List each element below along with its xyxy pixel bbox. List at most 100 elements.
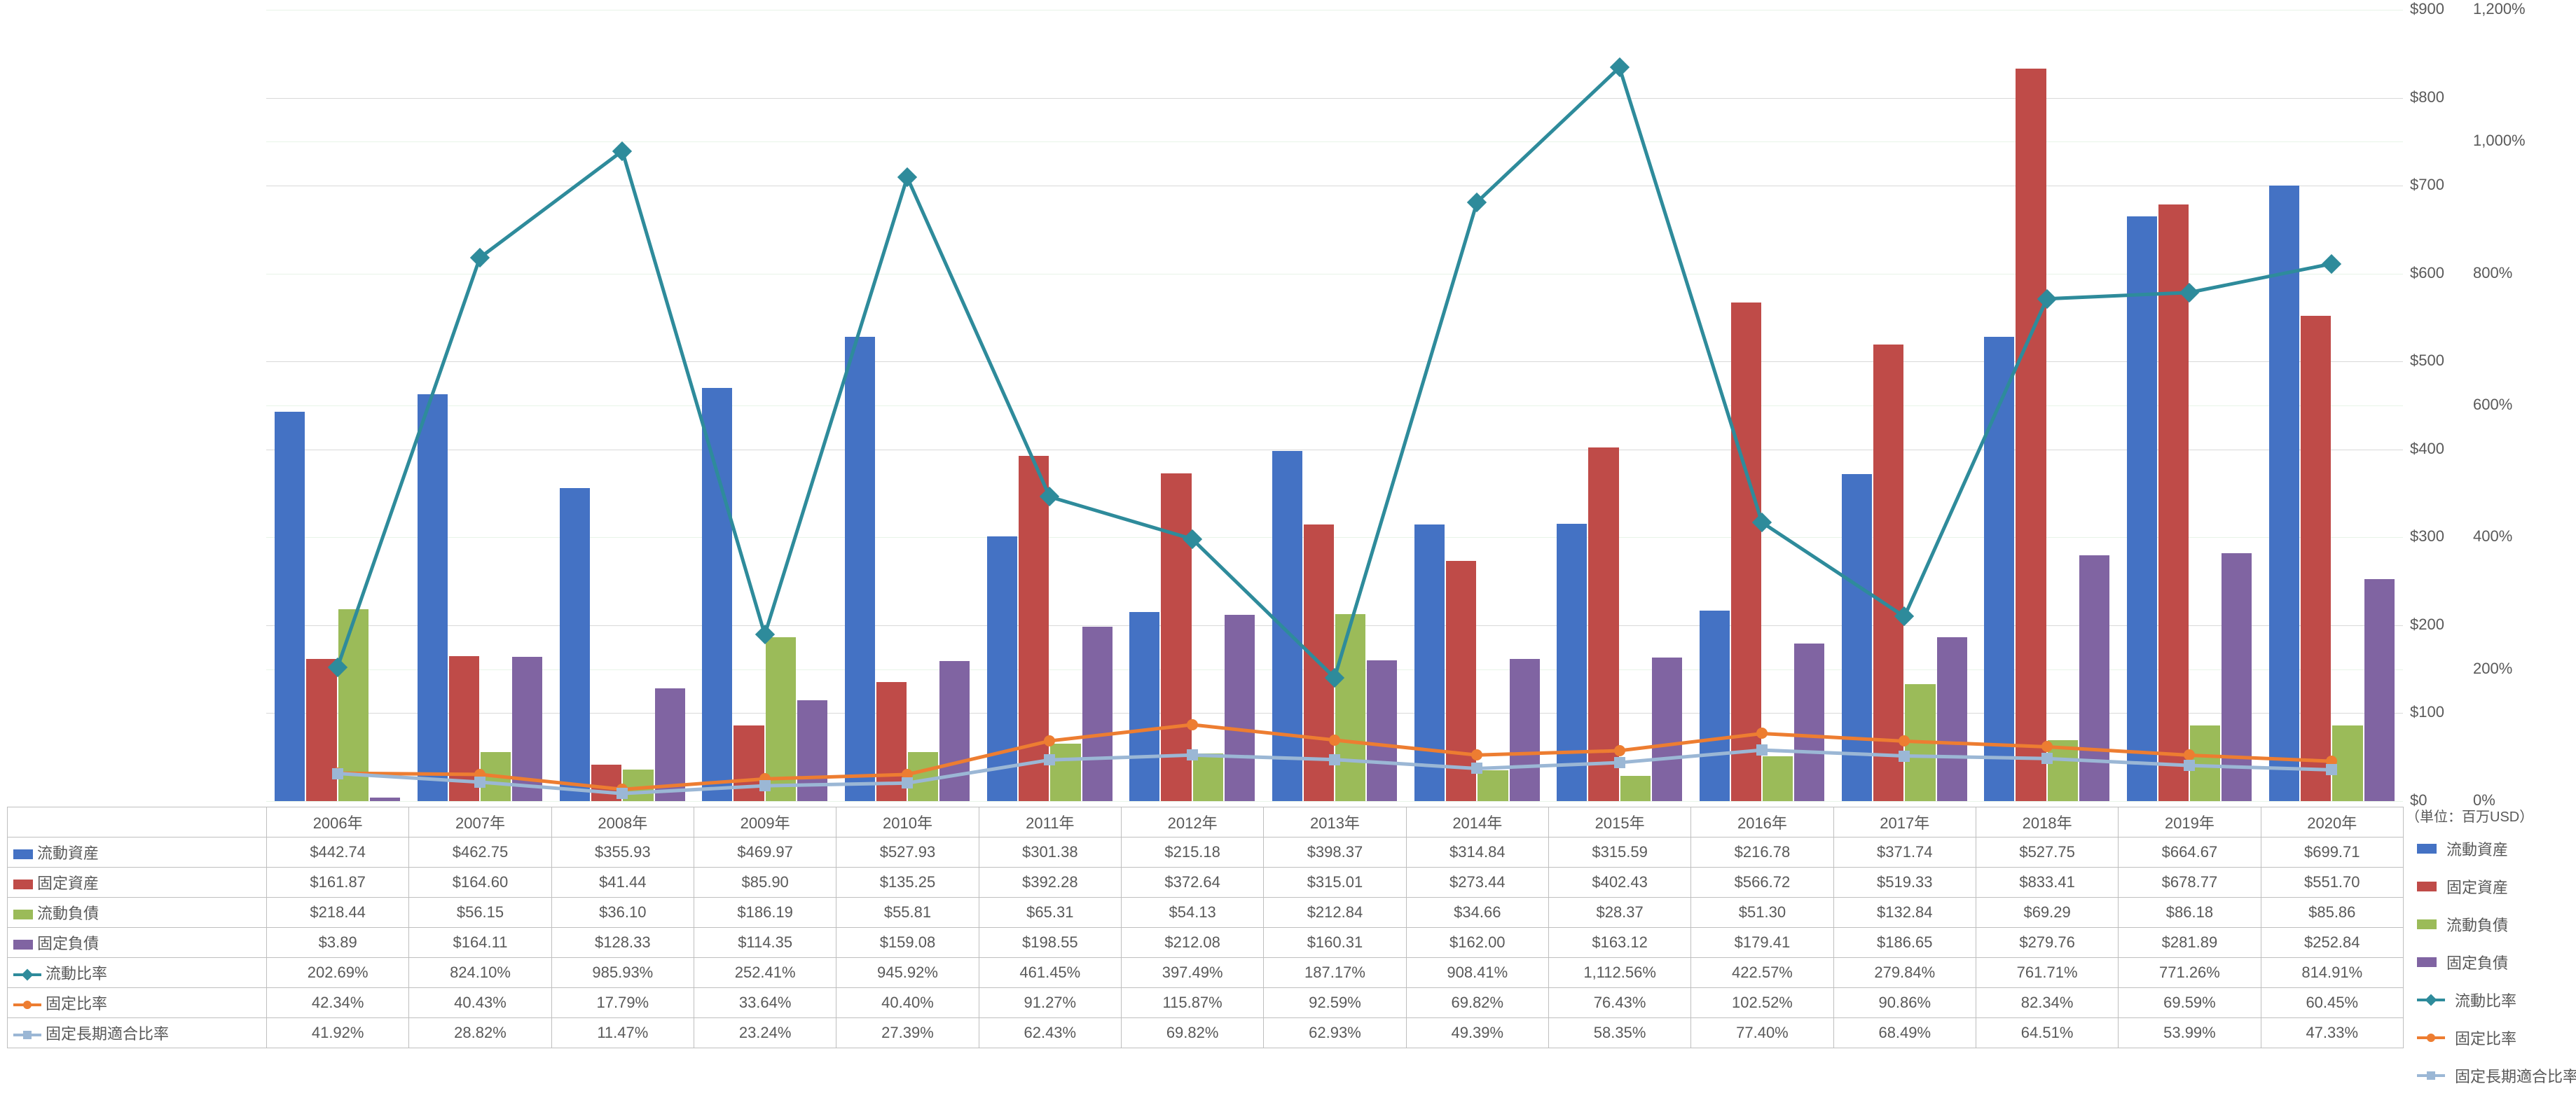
legend-item-current_assets: 流動資産 xyxy=(2417,833,2576,864)
legend-item-fixed_long_ratio: 固定長期適合比率 xyxy=(2417,1060,2576,1091)
cell: $212.08 xyxy=(1121,928,1263,958)
marker-fixed_long_ratio xyxy=(1187,749,1198,760)
marker-fixed_ratio xyxy=(1899,735,1910,746)
cell: $273.44 xyxy=(1406,868,1548,898)
cell: 202.69% xyxy=(267,958,409,988)
cell: 41.92% xyxy=(267,1018,409,1048)
cell: 461.45% xyxy=(979,958,1121,988)
cell: 90.86% xyxy=(1833,988,1976,1018)
cell: $216.78 xyxy=(1691,838,1833,868)
marker-fixed_long_ratio xyxy=(2041,753,2053,764)
cell: 91.27% xyxy=(979,988,1121,1018)
cell: $252.84 xyxy=(2261,928,2403,958)
row-header-label: 流動負債 xyxy=(37,905,99,922)
cell: $86.18 xyxy=(2119,898,2261,928)
marker-fixed_ratio xyxy=(1187,719,1198,730)
legend-label: 流動資産 xyxy=(2446,838,2508,860)
cell: $699.71 xyxy=(2261,838,2403,868)
cell: $56.15 xyxy=(409,898,551,928)
cell: 824.10% xyxy=(409,958,551,988)
cell: $179.41 xyxy=(1691,928,1833,958)
cell: 23.24% xyxy=(694,1018,836,1048)
cell: 908.41% xyxy=(1406,958,1548,988)
marker-fixed_long_ratio xyxy=(2184,760,2195,771)
table-col-header: 2007年 xyxy=(409,807,551,838)
cell: 82.34% xyxy=(1976,988,2118,1018)
marker-fixed_long_ratio xyxy=(332,768,343,779)
secondary-axis-tick-label: 200% xyxy=(2473,660,2512,678)
cell: $469.97 xyxy=(694,838,836,868)
cell: $163.12 xyxy=(1548,928,1690,958)
cell: 62.43% xyxy=(979,1018,1121,1048)
table-row: 固定負債$3.89$164.11$128.33$114.35$159.08$19… xyxy=(8,928,2404,958)
secondary-axis-tick-label: 600% xyxy=(2473,396,2512,414)
cell: $519.33 xyxy=(1833,868,1976,898)
table-col-header: 2008年 xyxy=(551,807,694,838)
marker-fixed_long_ratio xyxy=(1614,757,1625,768)
marker-fixed_long_ratio xyxy=(1329,754,1340,765)
primary-axis-tick-label: $900 xyxy=(2410,0,2444,18)
table-col-header: 2009年 xyxy=(694,807,836,838)
marker-fixed_long_ratio xyxy=(1044,754,1055,765)
row-header-label: 固定比率 xyxy=(46,995,107,1013)
cell: 115.87% xyxy=(1121,988,1263,1018)
table-col-header: 2019年 xyxy=(2119,807,2261,838)
cell: 422.57% xyxy=(1691,958,1833,988)
cell: $355.93 xyxy=(551,838,694,868)
cell: 40.40% xyxy=(836,988,979,1018)
table-col-header: 2012年 xyxy=(1121,807,1263,838)
cell: 76.43% xyxy=(1548,988,1690,1018)
cell: $279.76 xyxy=(1976,928,2118,958)
cell: 985.93% xyxy=(551,958,694,988)
cell: $34.66 xyxy=(1406,898,1548,928)
primary-axis-tick-label: $500 xyxy=(2410,352,2444,370)
row-header-label: 流動比率 xyxy=(46,965,107,982)
cell: 252.41% xyxy=(694,958,836,988)
cell: $162.00 xyxy=(1406,928,1548,958)
cell: $159.08 xyxy=(836,928,979,958)
legend-label: 流動負債 xyxy=(2446,913,2508,936)
cell: $198.55 xyxy=(979,928,1121,958)
row-header-label: 固定負債 xyxy=(37,935,99,952)
secondary-axis-tick-label: 800% xyxy=(2473,264,2512,282)
cell: $315.01 xyxy=(1264,868,1406,898)
marker-fixed_long_ratio xyxy=(1471,763,1482,774)
row-header-label: 流動資産 xyxy=(37,845,99,862)
cell: $371.74 xyxy=(1833,838,1976,868)
primary-axis-tick-label: $700 xyxy=(2410,176,2444,194)
row-header-label: 固定長期適合比率 xyxy=(46,1025,169,1043)
marker-fixed_ratio xyxy=(2184,749,2195,760)
cell: 397.49% xyxy=(1121,958,1263,988)
marker-fixed_ratio xyxy=(1756,728,1768,739)
secondary-axis-tick-label: 400% xyxy=(2473,527,2512,545)
cell: $3.89 xyxy=(267,928,409,958)
table-col-header: 2015年 xyxy=(1548,807,1690,838)
cell: $161.87 xyxy=(267,868,409,898)
primary-axis-tick-label: $600 xyxy=(2410,264,2444,282)
cell: $212.84 xyxy=(1264,898,1406,928)
row-header-current_ratio: 流動比率 xyxy=(8,958,267,988)
legend-label: 固定負債 xyxy=(2446,951,2508,973)
cell: 11.47% xyxy=(551,1018,694,1048)
swatch-bar xyxy=(2417,919,2437,929)
cell: 47.33% xyxy=(2261,1018,2403,1048)
swatch-line xyxy=(2417,1074,2445,1077)
cell: 17.79% xyxy=(551,988,694,1018)
cell: $527.93 xyxy=(836,838,979,868)
cell: $442.74 xyxy=(267,838,409,868)
legend-item-fixed_liab: 固定負債 xyxy=(2417,947,2576,978)
swatch-bar xyxy=(2417,882,2437,891)
marker-fixed_ratio xyxy=(1614,745,1625,756)
legend-label: 固定資産 xyxy=(2446,875,2508,898)
unit-label: （単位：百万USD） xyxy=(2406,805,2533,826)
table-row: 固定長期適合比率41.92%28.82%11.47%23.24%27.39%62… xyxy=(8,1018,2404,1048)
cell: $65.31 xyxy=(979,898,1121,928)
marker-fixed_long_ratio xyxy=(2326,764,2337,775)
table-row: 流動負債$218.44$56.15$36.10$186.19$55.81$65.… xyxy=(8,898,2404,928)
cell: 62.93% xyxy=(1264,1018,1406,1048)
legend-item-fixed_assets: 固定資産 xyxy=(2417,871,2576,902)
cell: $551.70 xyxy=(2261,868,2403,898)
cell: 64.51% xyxy=(1976,1018,2118,1048)
marker-fixed_long_ratio xyxy=(1899,751,1910,762)
cell: $215.18 xyxy=(1121,838,1263,868)
